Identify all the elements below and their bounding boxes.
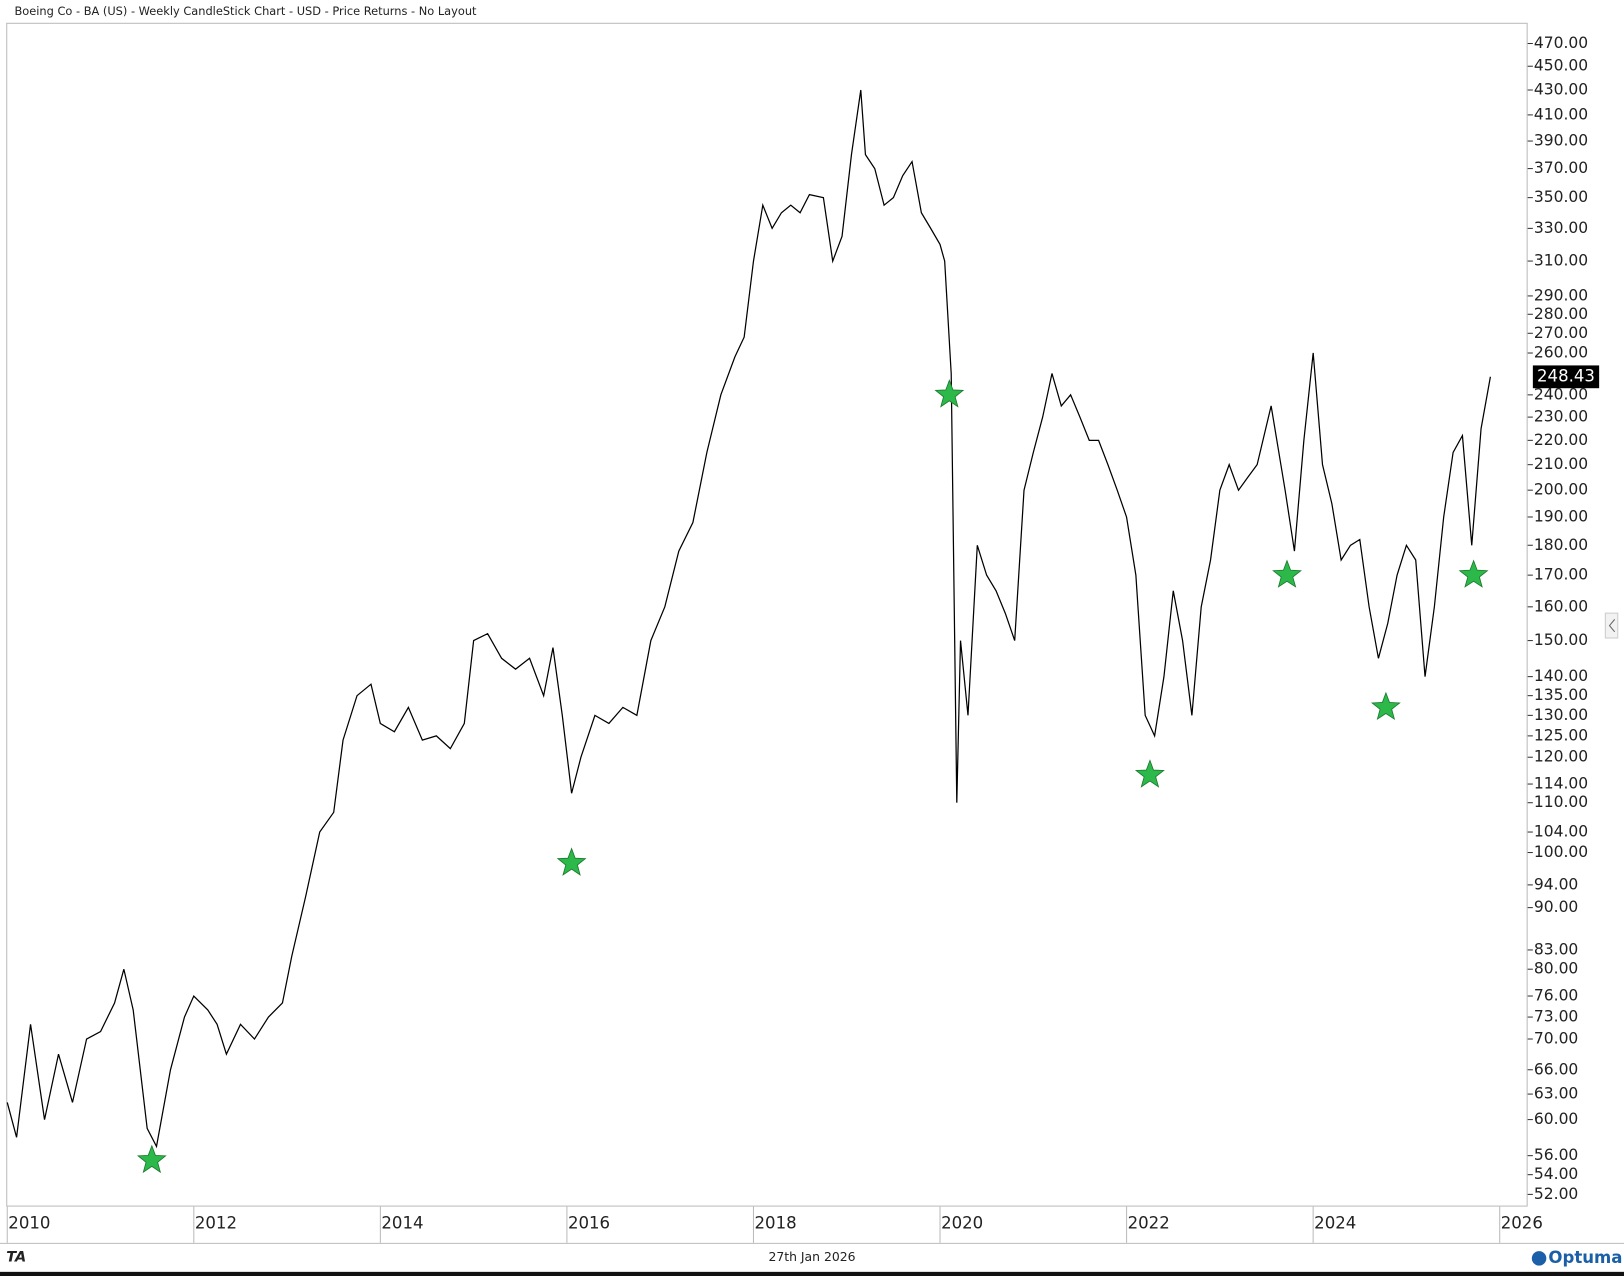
- y-tick-label: 150.00: [1534, 631, 1588, 649]
- star-marker: [1134, 759, 1165, 788]
- y-tick-label: 125.00: [1534, 726, 1588, 744]
- y-tick-label: 190.00: [1534, 507, 1588, 525]
- last-price-box: [1532, 365, 1600, 389]
- x-tick-label: 2012: [195, 1214, 237, 1233]
- star-marker: [934, 379, 965, 408]
- y-tick-label: 135.00: [1534, 686, 1588, 704]
- x-tick-label: 2010: [8, 1214, 50, 1233]
- y-tick-label: 70.00: [1534, 1030, 1578, 1048]
- chart-title: Boeing Co - BA (US) - Weekly CandleStick…: [15, 4, 478, 18]
- y-tick-label: 110.00: [1534, 793, 1588, 811]
- y-tick-label: 310.00: [1534, 252, 1588, 270]
- y-tick-label: 210.00: [1534, 455, 1588, 473]
- x-tick-label: 2014: [381, 1214, 423, 1233]
- x-tick-label: 2016: [568, 1214, 610, 1233]
- y-tick-label: 52.00: [1534, 1185, 1578, 1203]
- y-tick-label: 240.00: [1534, 385, 1588, 403]
- y-tick-label: 330.00: [1534, 219, 1588, 237]
- y-tick-label: 230.00: [1534, 408, 1588, 426]
- x-tick-label: 2022: [1128, 1214, 1170, 1233]
- y-tick-label: 170.00: [1534, 566, 1588, 584]
- x-tick-label: 2024: [1314, 1214, 1356, 1233]
- y-tick-label: 130.00: [1534, 706, 1588, 724]
- star-marker: [1370, 691, 1401, 721]
- y-tick-label: 83.00: [1534, 940, 1578, 958]
- y-tick-label: 220.00: [1534, 431, 1588, 449]
- x-tick-label: 2020: [941, 1214, 983, 1233]
- y-tick-label: 63.00: [1534, 1085, 1578, 1103]
- y-tick-label: 370.00: [1534, 159, 1588, 177]
- star-marker: [1458, 559, 1489, 588]
- star-marker: [556, 847, 587, 876]
- x-tick-label: 2026: [1501, 1214, 1543, 1233]
- price-line: [6, 89, 1492, 1149]
- y-tick-label: 260.00: [1534, 344, 1588, 362]
- y-tick-label: 54.00: [1534, 1165, 1578, 1183]
- y-tick-label: 73.00: [1534, 1008, 1578, 1026]
- y-tick-label: 350.00: [1534, 188, 1588, 206]
- y-tick-label: 114.00: [1534, 775, 1588, 793]
- y-tick-label: 160.00: [1534, 597, 1588, 615]
- side-panel-toggle[interactable]: [1604, 612, 1619, 639]
- y-tick-label: 80.00: [1534, 960, 1578, 978]
- y-tick-label: 100.00: [1534, 843, 1588, 861]
- y-tick-label: 120.00: [1534, 748, 1588, 766]
- y-tick-label: 90.00: [1534, 898, 1578, 916]
- y-tick-label: 270.00: [1534, 324, 1588, 342]
- y-tick-label: 410.00: [1534, 105, 1588, 123]
- y-tick-label: 470.00: [1534, 34, 1588, 52]
- y-tick-label: 200.00: [1534, 481, 1588, 499]
- x-tick-label: 2018: [755, 1214, 797, 1233]
- y-tick-label: 76.00: [1534, 987, 1578, 1005]
- y-tick-label: 280.00: [1534, 305, 1588, 323]
- y-tick-label: 56.00: [1534, 1146, 1578, 1164]
- y-tick-label: 390.00: [1534, 132, 1588, 150]
- brand: Optuma: [1548, 1248, 1622, 1267]
- y-tick-label: 94.00: [1534, 875, 1578, 893]
- y-tick-label: 430.00: [1534, 81, 1588, 99]
- bottom-bar: [0, 1271, 1624, 1276]
- brand-icon: [1531, 1251, 1547, 1266]
- y-tick-label: 66.00: [1534, 1060, 1578, 1078]
- y-tick-label: 104.00: [1534, 823, 1588, 841]
- logo: TA: [6, 1249, 26, 1265]
- y-tick-label: 450.00: [1534, 57, 1588, 75]
- y-tick-label: 60.00: [1534, 1110, 1578, 1128]
- toggle-arrow: [1608, 619, 1616, 633]
- plot-frame: [6, 22, 1528, 1207]
- last-price-label: 248.43: [1537, 366, 1595, 385]
- star-marker: [136, 1144, 167, 1174]
- y-tick-label: 290.00: [1534, 286, 1588, 304]
- y-tick-label: 180.00: [1534, 536, 1588, 554]
- y-tick-label: 140.00: [1534, 667, 1588, 685]
- star-marker: [1272, 559, 1302, 588]
- date-label: 27th Jan 2026: [768, 1249, 855, 1264]
